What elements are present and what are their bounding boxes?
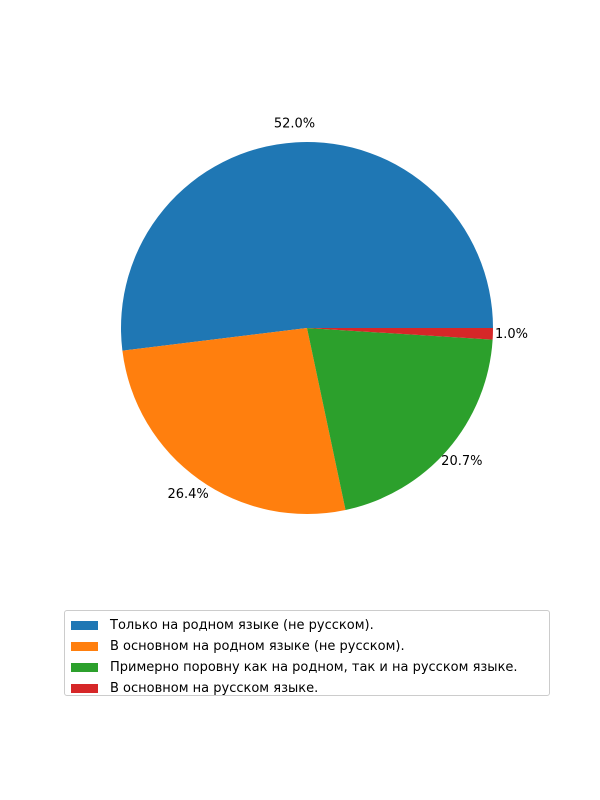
pie-slices [121,142,494,514]
legend-swatch-0 [71,621,98,630]
legend-swatch-3 [71,684,98,693]
legend-swatch-2 [71,663,98,672]
pie-slice-3 [307,328,493,340]
legend-label-0: Только на родном языке (не русском). [110,618,374,633]
pie-slice-0 [121,142,494,351]
legend-item-3: В основном на русском языке. [71,678,549,699]
legend-item-2: Примерно поровну как на родном, так и на… [71,657,549,678]
legend-label-1: В основном на родном языке (не русском). [110,639,405,654]
legend-label-3: В основном на русском языке. [110,681,319,696]
pie-slice-2 [307,328,493,510]
pie-slice-1 [122,328,346,514]
legend-item-0: Только на родном языке (не русском). [71,615,549,636]
legend-label-2: Примерно поровну как на родном, так и на… [110,660,518,675]
legend: Только на родном языке (не русском). В о… [64,610,550,696]
legend-item-1: В основном на родном языке (не русском). [71,636,549,657]
pie-percent-label-1: 26.4% [167,487,208,502]
pie-percent-label-3: 1.0% [495,327,528,342]
legend-swatch-1 [71,642,98,651]
pie-percent-label-0: 52.0% [274,116,315,131]
pie-percent-labels: 52.0% 26.4% 20.7% 1.0% [167,116,528,502]
pie-percent-label-2: 20.7% [441,454,482,469]
